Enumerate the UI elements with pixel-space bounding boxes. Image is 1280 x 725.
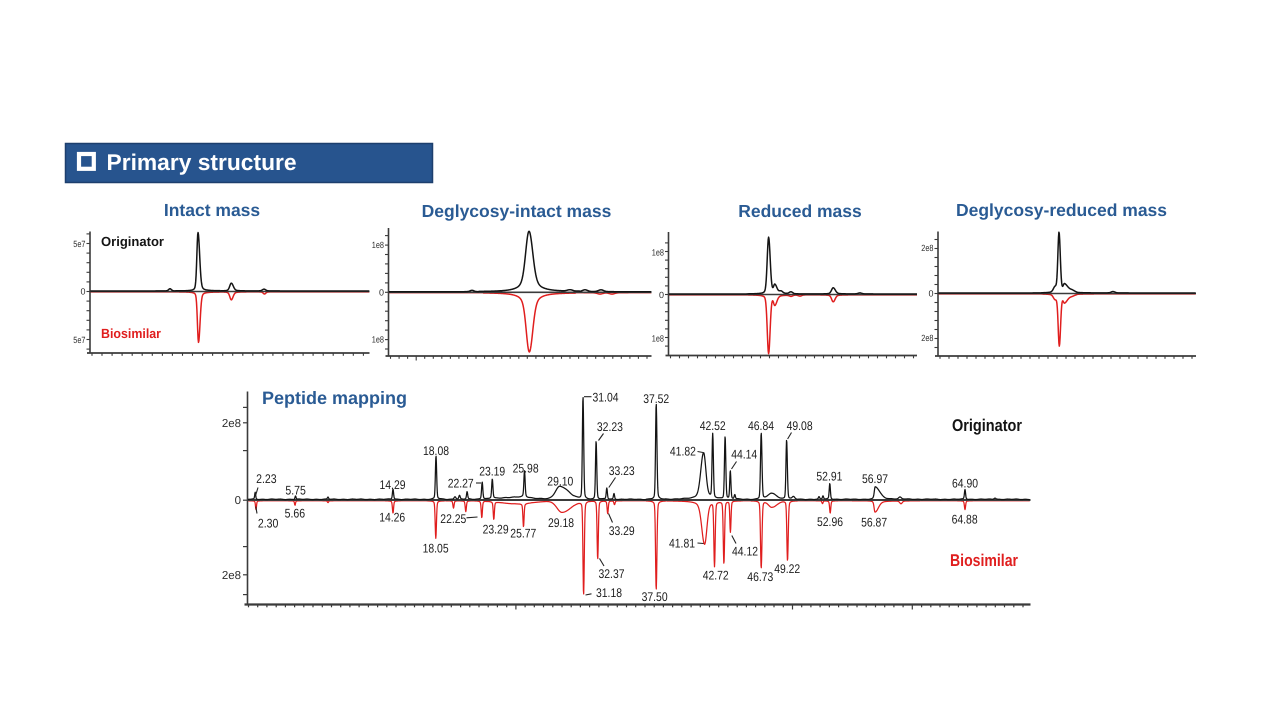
svg-text:2e8: 2e8: [921, 243, 933, 253]
svg-text:42.72: 42.72: [703, 569, 729, 583]
svg-text:31.18: 31.18: [596, 586, 622, 600]
svg-text:22.27: 22.27: [448, 476, 474, 490]
svg-text:32.23: 32.23: [597, 420, 623, 434]
svg-text:Biosimilar: Biosimilar: [101, 326, 161, 341]
svg-text:5.66: 5.66: [285, 507, 306, 521]
svg-text:64.90: 64.90: [952, 476, 978, 490]
svg-text:2.30: 2.30: [258, 516, 279, 530]
svg-text:1e8: 1e8: [372, 335, 384, 345]
svg-text:37.52: 37.52: [643, 392, 669, 406]
svg-text:1e8: 1e8: [652, 334, 664, 344]
svg-text:5e7: 5e7: [73, 335, 85, 345]
svg-text:25.77: 25.77: [510, 526, 536, 540]
svg-text:14.26: 14.26: [379, 511, 405, 525]
svg-text:44.14: 44.14: [731, 448, 757, 462]
svg-text:37.50: 37.50: [642, 590, 668, 604]
svg-text:56.87: 56.87: [861, 515, 887, 529]
svg-text:46.84: 46.84: [748, 419, 774, 433]
svg-text:42.52: 42.52: [700, 419, 726, 433]
svg-text:2e8: 2e8: [921, 333, 933, 343]
svg-text:49.08: 49.08: [787, 419, 813, 433]
svg-text:Reduced mass: Reduced mass: [738, 201, 862, 221]
svg-text:Originator: Originator: [101, 234, 164, 249]
svg-text:Biosimilar: Biosimilar: [950, 551, 1018, 570]
svg-text:5e7: 5e7: [73, 239, 85, 249]
svg-text:0: 0: [659, 290, 664, 300]
svg-text:33.29: 33.29: [609, 524, 635, 538]
svg-text:Intact mass: Intact mass: [164, 200, 261, 220]
svg-text:2.23: 2.23: [256, 472, 277, 486]
svg-text:64.88: 64.88: [952, 512, 978, 526]
svg-text:18.08: 18.08: [423, 444, 449, 458]
svg-text:1e8: 1e8: [652, 247, 664, 257]
svg-text:44.12: 44.12: [732, 545, 758, 559]
svg-text:49.22: 49.22: [774, 562, 800, 576]
svg-text:5.75: 5.75: [285, 484, 306, 498]
svg-text:1e8: 1e8: [372, 240, 384, 250]
svg-text:23.29: 23.29: [483, 522, 509, 536]
svg-text:23.19: 23.19: [479, 465, 505, 479]
svg-text:0: 0: [928, 289, 933, 299]
svg-text:Deglycosy-reduced mass: Deglycosy-reduced mass: [956, 200, 1167, 220]
svg-text:0: 0: [379, 288, 384, 298]
svg-text:0: 0: [80, 287, 85, 297]
svg-text:52.96: 52.96: [817, 515, 843, 529]
svg-text:29.18: 29.18: [548, 516, 574, 530]
svg-text:25.98: 25.98: [513, 461, 539, 475]
svg-text:Originator: Originator: [952, 416, 1022, 435]
svg-text:Peptide mapping: Peptide mapping: [262, 388, 407, 408]
svg-text:2e8: 2e8: [222, 570, 241, 582]
svg-text:33.23: 33.23: [609, 464, 635, 478]
svg-text:32.37: 32.37: [599, 567, 625, 581]
svg-text:52.91: 52.91: [816, 470, 842, 484]
svg-text:14.29: 14.29: [380, 478, 406, 492]
svg-text:2e8: 2e8: [222, 418, 241, 430]
svg-text:18.05: 18.05: [423, 541, 449, 555]
svg-text:Primary structure: Primary structure: [107, 149, 297, 175]
svg-text:22.25: 22.25: [440, 512, 466, 526]
svg-text:29.10: 29.10: [547, 474, 573, 488]
svg-text:31.04: 31.04: [593, 391, 619, 405]
svg-text:46.73: 46.73: [747, 570, 773, 584]
svg-text:Deglycosy-intact mass: Deglycosy-intact mass: [422, 201, 612, 221]
svg-text:0: 0: [235, 495, 241, 507]
svg-text:41.82: 41.82: [670, 445, 696, 459]
svg-text:41.81: 41.81: [669, 536, 695, 550]
svg-text:56.97: 56.97: [862, 472, 888, 486]
